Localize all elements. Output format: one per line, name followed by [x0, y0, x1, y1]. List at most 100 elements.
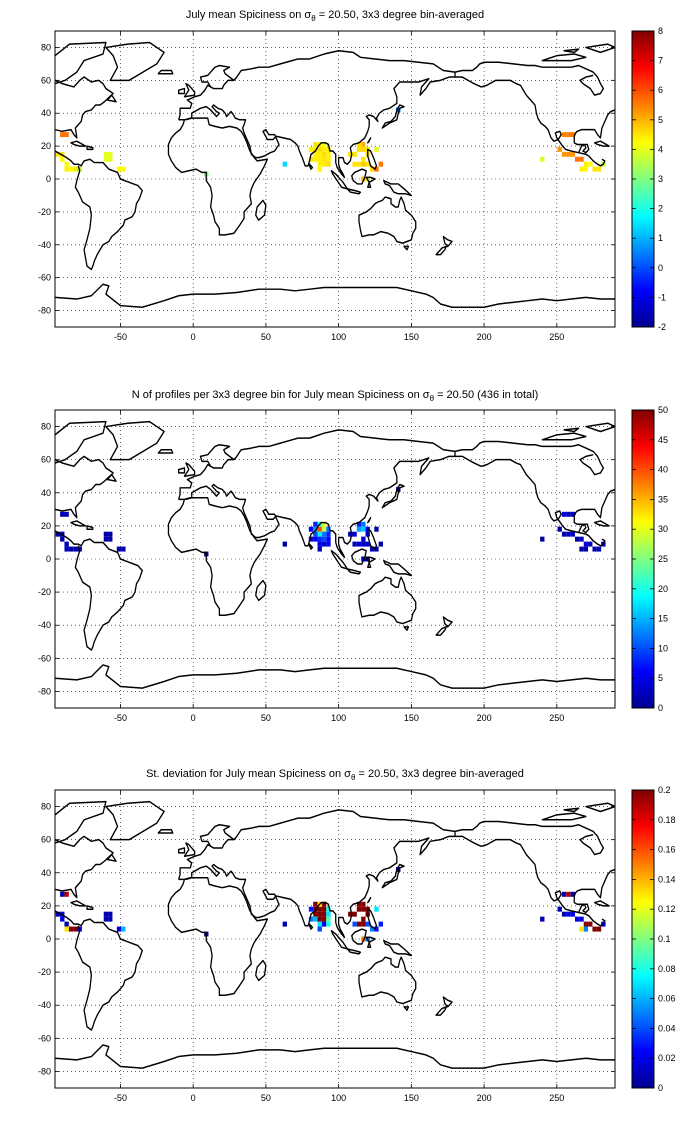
bin-cell	[321, 901, 327, 907]
bin-cell	[348, 911, 353, 917]
bin-cell	[579, 926, 584, 932]
bin-cell	[116, 926, 122, 932]
y-tick-label: -80	[38, 686, 51, 696]
bin-cell	[317, 161, 322, 167]
bin-cell	[348, 151, 353, 157]
bin-cell	[352, 531, 357, 537]
colorbar-tick-label: 10	[658, 643, 668, 653]
bin-cell	[55, 151, 61, 157]
bin-cell	[570, 132, 575, 138]
bin-cell	[313, 521, 318, 527]
bin-cell	[374, 546, 379, 552]
bin-cell	[561, 151, 567, 157]
bin-cell	[570, 891, 575, 897]
bin-cell	[361, 526, 366, 532]
bin-cell	[103, 151, 109, 157]
bin-cell	[361, 541, 366, 547]
bin-cell	[579, 916, 584, 922]
bin-cell	[68, 926, 74, 932]
bin-cell	[361, 906, 366, 912]
bin-cell	[321, 142, 327, 147]
bin-cell	[561, 891, 567, 897]
bin-cell	[378, 541, 383, 547]
x-tick-label: -50	[114, 713, 127, 723]
bin-cell	[64, 921, 69, 927]
bin-cell	[64, 541, 69, 547]
y-tick-label: -60	[38, 273, 51, 283]
bin-cell	[374, 926, 379, 932]
bin-cell	[64, 161, 69, 167]
bin-cell	[121, 926, 126, 932]
bin-cell	[575, 916, 580, 922]
map-panel-1: July mean Spiciness on σθ = 20.50, 3x3 d…	[38, 9, 666, 342]
bin-cell	[374, 526, 379, 532]
bin-cell	[321, 146, 327, 152]
y-tick-label: -60	[38, 653, 51, 663]
bin-cell	[317, 911, 322, 917]
bin-cell	[583, 546, 589, 552]
bin-cell	[326, 146, 331, 152]
bin-cell	[313, 526, 318, 532]
bin-cell	[321, 536, 327, 542]
x-tick-label: 150	[404, 713, 419, 723]
colorbar-tick-label: 0.12	[658, 904, 676, 914]
bin-cell	[361, 146, 366, 152]
bin-cell	[356, 526, 362, 532]
bin-cell	[561, 531, 567, 537]
x-tick-label: 200	[477, 713, 492, 723]
bin-cell	[108, 916, 113, 922]
colorbar-tick-label: 0.16	[658, 845, 676, 855]
y-tick-label: -40	[38, 240, 51, 250]
bin-cell	[579, 156, 584, 162]
y-tick-label: 20	[41, 901, 51, 911]
bin-cell	[108, 151, 113, 157]
bin-cell	[321, 156, 327, 162]
bin-cell	[326, 156, 331, 162]
y-tick-label: -80	[38, 1066, 51, 1076]
bin-cell	[361, 916, 366, 922]
bin-cell	[313, 906, 318, 912]
x-tick-label: 50	[261, 713, 271, 723]
bin-cell	[321, 916, 327, 922]
bin-cell	[348, 531, 353, 537]
bin-cell	[588, 541, 593, 547]
bin-cell	[60, 156, 65, 162]
x-tick-label: 250	[549, 713, 564, 723]
bin-cell	[540, 916, 545, 922]
bin-cell	[557, 146, 562, 152]
bin-cell	[570, 531, 575, 537]
bin-cell	[308, 146, 314, 152]
bin-cell	[308, 526, 314, 532]
bin-cell	[321, 921, 327, 927]
bin-cell	[321, 151, 327, 157]
y-tick-label: 0	[46, 554, 51, 564]
colorbar-tick-label: 0.04	[658, 1023, 676, 1033]
bin-cell	[575, 156, 580, 162]
y-tick-label: 20	[41, 521, 51, 531]
bin-cell	[60, 536, 65, 542]
bin-cell	[596, 546, 602, 552]
bin-cell	[317, 531, 322, 537]
y-tick-label: -20	[38, 207, 51, 217]
colorbar-tick-label: 40	[658, 465, 668, 475]
colorbar-tick-label: 0	[658, 263, 663, 273]
y-tick-label: 60	[41, 75, 51, 85]
bin-cell	[378, 921, 383, 927]
bin-cell	[60, 916, 65, 922]
bin-cell	[121, 546, 126, 552]
bin-cell	[356, 901, 362, 907]
bin-cell	[64, 891, 69, 897]
bin-cell	[575, 536, 580, 542]
bin-cell	[566, 891, 571, 897]
x-tick-label: 200	[477, 1093, 492, 1103]
bin-cell	[326, 151, 331, 157]
bin-cell	[352, 151, 357, 157]
panel-title: July mean Spiciness on σθ = 20.50, 3x3 d…	[186, 9, 484, 23]
colorbar-tick-label: 0.08	[658, 964, 676, 974]
y-tick-label: 40	[41, 488, 51, 498]
bin-cell	[352, 911, 357, 917]
bin-cell	[566, 531, 571, 537]
x-tick-label: 50	[261, 332, 271, 342]
colorbar-tick-label: 0	[658, 703, 663, 713]
bin-cell	[60, 132, 65, 138]
